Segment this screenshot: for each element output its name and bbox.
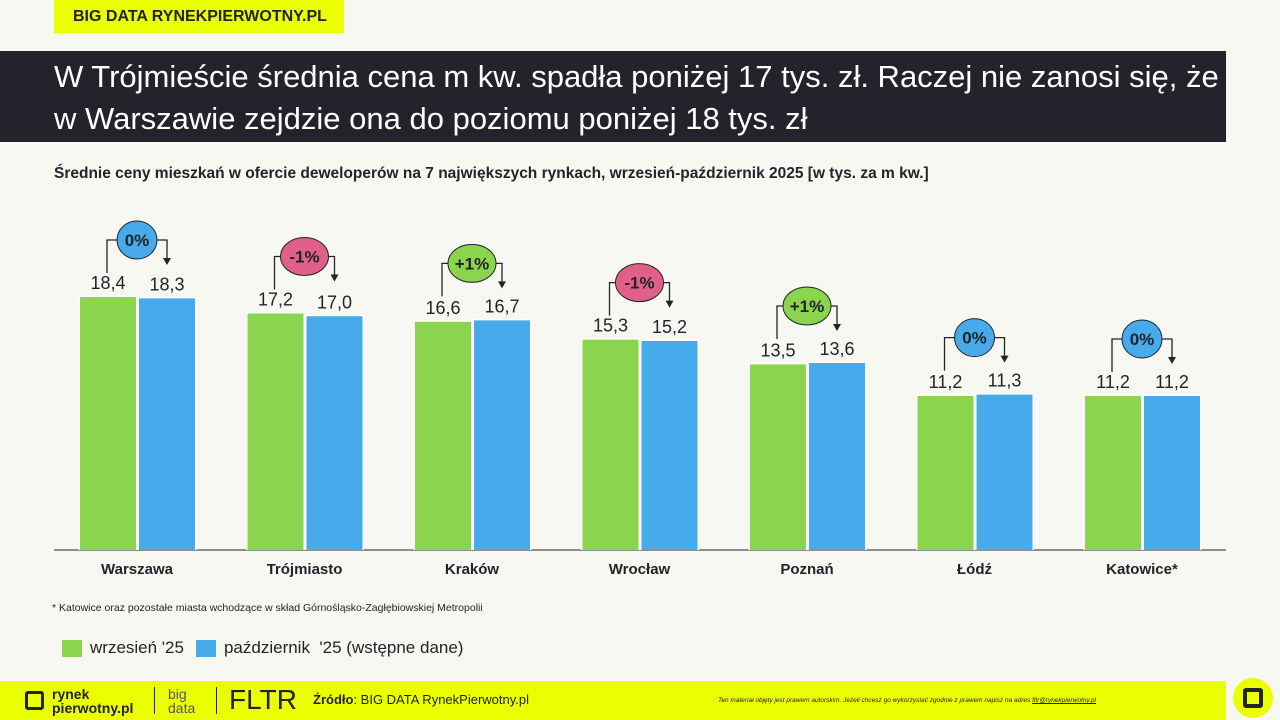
data-label: 15,2 bbox=[652, 317, 687, 337]
arrow-down-icon bbox=[1000, 355, 1009, 363]
data-label: 18,3 bbox=[149, 274, 184, 294]
data-label: 16,7 bbox=[484, 296, 519, 316]
data-label: 17,0 bbox=[317, 292, 352, 312]
rynekpierwotny-logo-icon bbox=[25, 691, 44, 710]
bar-chart: 18,4 18,3 Warszawa 0% 17,2 17,0 Trójmiasto -1% 1… bbox=[54, 220, 1226, 578]
email-link[interactable]: fltr@rynekpierwotny.pl bbox=[1032, 697, 1096, 704]
change-label: 0% bbox=[1130, 330, 1155, 349]
divider bbox=[154, 687, 155, 714]
arrow-down-icon bbox=[163, 258, 171, 265]
arrow-down-icon bbox=[330, 274, 339, 282]
bar bbox=[139, 298, 195, 550]
logo-icon bbox=[1243, 688, 1263, 708]
category-label: Katowice* bbox=[1106, 561, 1178, 578]
bar bbox=[976, 394, 1033, 550]
change-badge bbox=[447, 243, 497, 283]
category-label: Kraków bbox=[445, 561, 500, 578]
data-label: 13,6 bbox=[819, 339, 854, 359]
bar bbox=[415, 321, 471, 550]
bar bbox=[809, 363, 865, 550]
bar bbox=[1085, 396, 1141, 550]
data-label: 17,2 bbox=[258, 290, 293, 310]
bar bbox=[80, 297, 136, 550]
bar bbox=[750, 364, 806, 550]
bar bbox=[474, 320, 530, 550]
arrow-down-icon bbox=[498, 281, 506, 289]
change-label: -1% bbox=[624, 274, 654, 293]
brand-tag: BIG DATA RYNEKPIERWOTNY.PL bbox=[54, 0, 344, 33]
page-title: W Trójmieście średnia cena m kw. spadła … bbox=[54, 59, 1219, 136]
rynekpierwotny-logo: rynek pierwotny.pl bbox=[52, 686, 134, 716]
arrow-down-icon bbox=[833, 324, 841, 331]
bar bbox=[306, 316, 363, 550]
change-label: +1% bbox=[455, 254, 490, 273]
category-label: Warszawa bbox=[101, 561, 174, 578]
change-badge bbox=[1121, 319, 1163, 359]
legend-item-october: październik '25 (wstępne dane) bbox=[195, 638, 464, 658]
change-badge bbox=[280, 237, 329, 276]
data-label: 15,3 bbox=[593, 316, 628, 336]
change-label: +1% bbox=[790, 297, 825, 316]
bar bbox=[247, 313, 304, 550]
bar bbox=[641, 341, 698, 550]
legend-item-september: wrzesień '25 bbox=[62, 638, 184, 658]
category-label: Łódź bbox=[957, 561, 992, 578]
title-band bbox=[0, 51, 1226, 142]
change-badge bbox=[116, 220, 158, 260]
legend-swatch bbox=[195, 639, 216, 657]
footnote: * Katowice oraz pozostałe miasta wchodzą… bbox=[52, 602, 483, 614]
arrow-down-icon bbox=[1168, 357, 1176, 364]
change-badge bbox=[954, 318, 995, 358]
change-label: -1% bbox=[289, 248, 319, 267]
change-label: 0% bbox=[962, 329, 987, 348]
change-label: 0% bbox=[125, 231, 150, 250]
legend-swatch bbox=[62, 639, 82, 657]
bar bbox=[582, 339, 639, 550]
category-label: Trójmiasto bbox=[267, 561, 343, 578]
footer: rynek pierwotny.pl big data FLTR Źródło: B… bbox=[0, 681, 1226, 720]
chart-subtitle: Średnie ceny mieszkań w ofercie dewelope… bbox=[54, 165, 929, 182]
data-label: 18,4 bbox=[90, 273, 125, 293]
legend: wrzesień '25 październik '25 (wstępne da… bbox=[62, 638, 463, 658]
copyright-note: Ten materiał objęty jest prawem autorski… bbox=[718, 697, 1096, 704]
data-label: 11,3 bbox=[988, 371, 1022, 391]
arrow-down-icon bbox=[665, 300, 674, 308]
legend-label: wrzesień '25 bbox=[90, 638, 184, 657]
data-label: 11,2 bbox=[929, 372, 963, 392]
fltr-logo: FLTR bbox=[229, 684, 297, 715]
change-badge bbox=[782, 286, 832, 326]
data-label: 11,2 bbox=[1155, 372, 1189, 392]
divider bbox=[216, 687, 217, 714]
legend-label: październik '25 (wstępne dane) bbox=[223, 638, 464, 657]
bar bbox=[1144, 396, 1200, 550]
bar bbox=[917, 396, 974, 550]
data-label: 13,5 bbox=[760, 340, 795, 360]
bigdata-logo: big data bbox=[168, 686, 196, 716]
data-label: 16,6 bbox=[425, 298, 460, 318]
corner-logo bbox=[1233, 678, 1273, 718]
data-label: 11,2 bbox=[1096, 372, 1130, 392]
source: Źródło: BIG DATA RynekPierwotny.pl bbox=[313, 692, 529, 707]
category-label: Wrocław bbox=[609, 561, 671, 578]
category-label: Poznań bbox=[780, 561, 833, 578]
change-badge bbox=[615, 263, 664, 303]
